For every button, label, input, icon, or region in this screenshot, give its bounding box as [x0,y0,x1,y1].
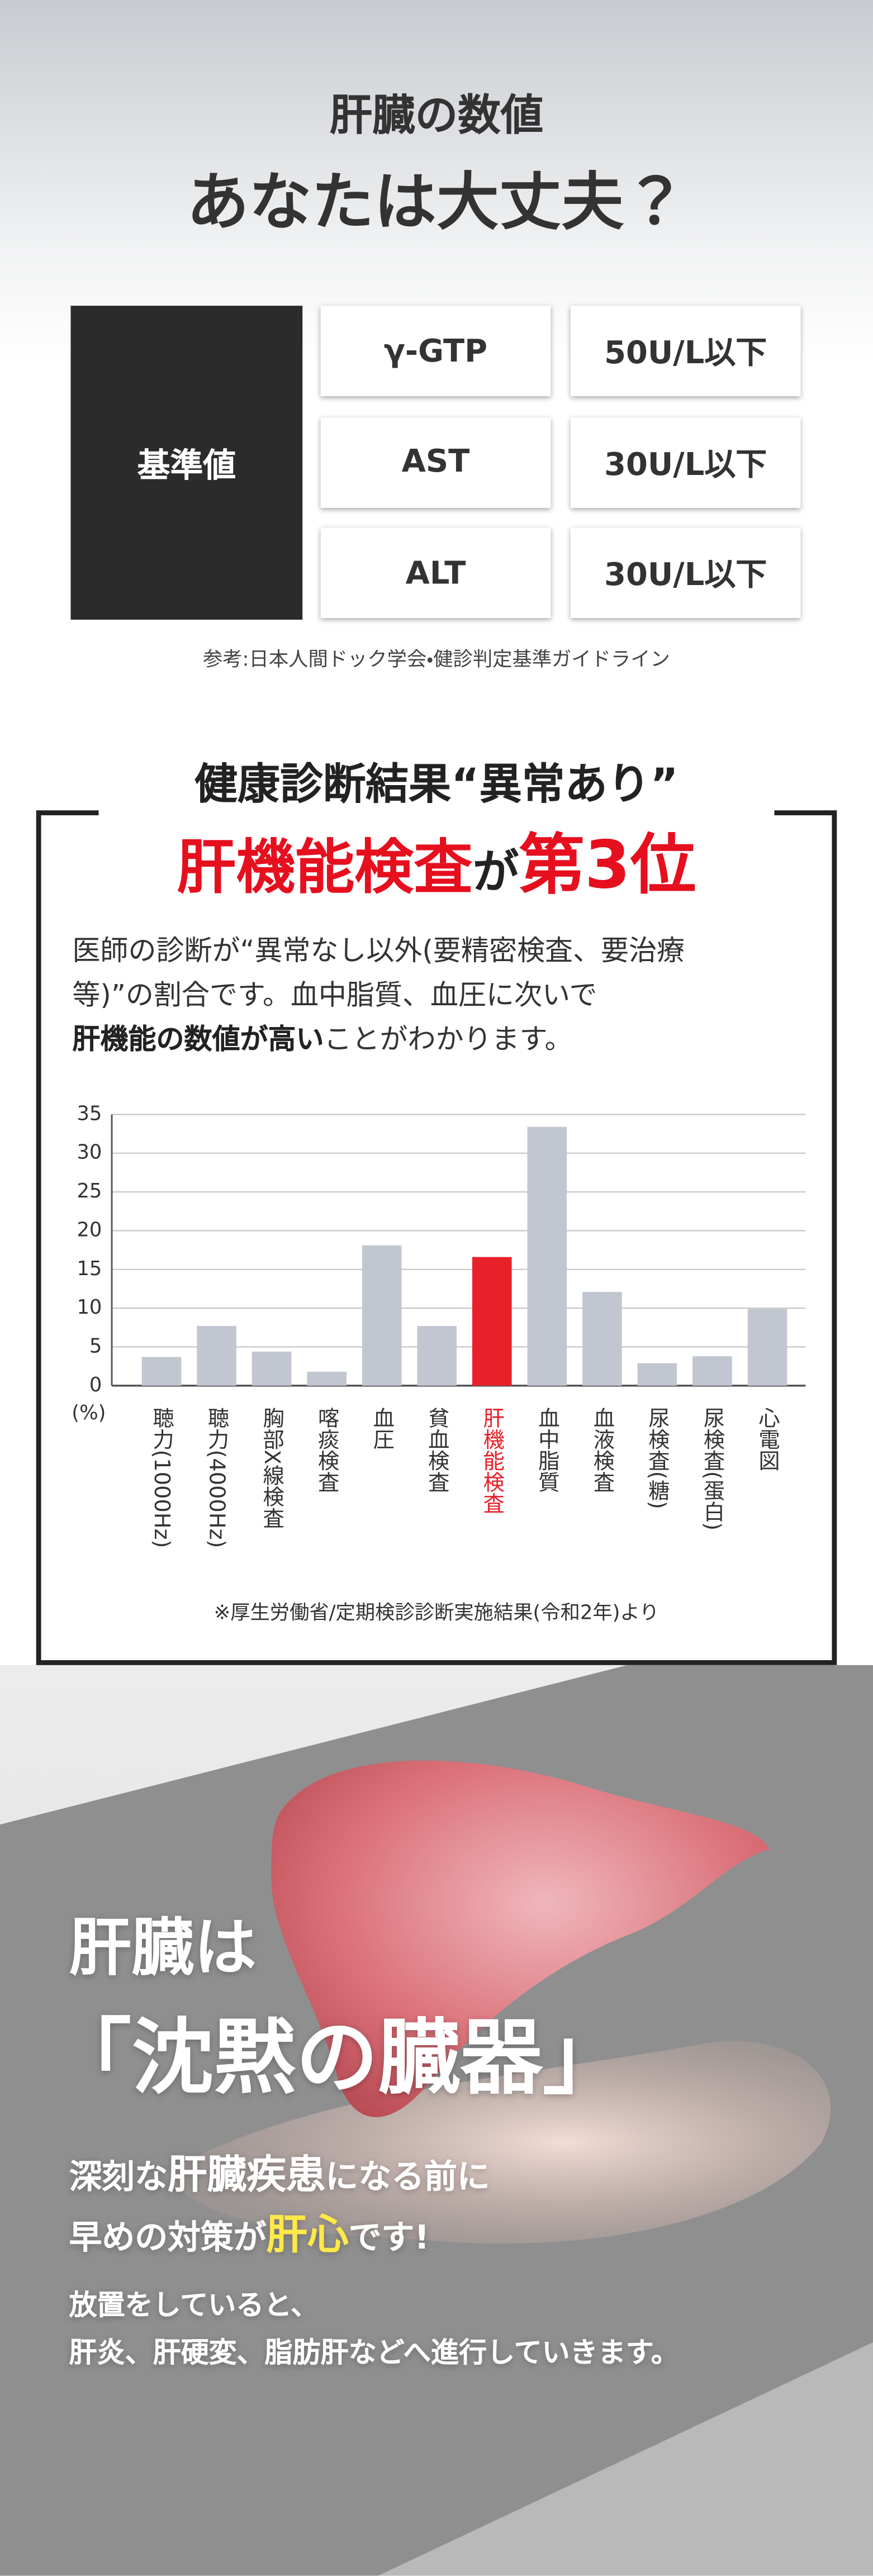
message-text: になる前に [325,2156,490,2196]
bar [472,1257,512,1386]
x-tick-label: 血中脂質 [535,1407,559,1493]
x-tick-label: 血圧 [369,1407,394,1449]
chart: 0 5 10 15 20 25 30 35 (%) 聴力(1000Hz) 聴力(4000Hz) 胸部X… [72,1102,806,1548]
closing-headline: 「沈黙の臓器」 [49,2010,625,2106]
bar [692,1356,732,1386]
y-tick-label: 35 [77,1102,102,1125]
hand [164,2041,831,2244]
x-tick-label: 尿検査(糖) [645,1407,670,1509]
standard-item: AST [320,416,551,507]
closing-background [0,1665,873,2576]
x-tick-label: 胸部X線検査 [259,1407,284,1528]
closing-body: 放置をしていると、肝炎、肝硬変、脂肪肝などへ進行していきます。 [69,2283,679,2379]
message-text: 深刻な [69,2156,168,2196]
x-tick-label: 聴力(4000Hz) [205,1407,229,1548]
bar [417,1325,457,1386]
x-tick-label: 肝機能検査 [480,1407,504,1514]
message-emphasis: 肝臓疾患 [168,2151,326,2198]
message-text: 早めの対策が [69,2217,267,2257]
bar [582,1291,622,1386]
y-tick-label: 20 [77,1218,102,1241]
bar [362,1245,402,1386]
standard-value: 30U/L以下 [570,416,801,507]
standards-note: 参考:日本人間ドック学会・健診判定基準ガイドライン [203,647,670,671]
ranking-heading: 健康診断結果“異常あり” [98,753,775,819]
y-tick-label: 25 [77,1180,102,1203]
y-tick-label: 10 [77,1296,102,1319]
ranking-result: 肝機能検査が第3位 [0,825,873,921]
closing-title: 肝臓は [69,1912,257,1984]
result-item: 肝機能検査 [177,835,473,902]
bg-wedge [378,2342,873,2576]
bar [252,1351,292,1386]
x-tick-label: 血液検査 [590,1407,614,1493]
header-title: 肝臓の数値 [329,92,544,141]
message-highlight: 肝心 [266,2211,349,2259]
x-tick-label: 聴力(1000Hz) [149,1407,174,1548]
y-tick-label: 15 [77,1257,102,1280]
y-tick-label: 5 [89,1334,102,1357]
bar [197,1325,236,1386]
bar [747,1309,787,1386]
body-line: 等)”の割合です。血中脂質、血圧に次いで [72,980,597,1013]
header-headline: あなたは大丈夫？ [186,166,687,239]
x-tick-label: 心電図 [755,1407,780,1471]
body-line: 肝炎、肝硬変、脂肪肝などへ進行していきます。 [69,2337,679,2370]
standard-value: 50U/L以下 [570,306,801,396]
liver [271,1760,770,2117]
result-particle: が [472,844,519,900]
body-line: 放置をしていると、 [69,2289,319,2323]
x-tick-label: 貧血検査 [425,1407,449,1493]
ranking-body: 医師の診断が“異常なし以外(要精密検査、要治療 等)”の割合です。血中脂質、血圧に… [72,930,828,1063]
standard-item: γ-GTP [320,306,551,396]
bar [527,1127,567,1386]
standard-item: ALT [320,527,551,619]
ranking-source: ※厚生労働省/定期検診診断実施結果(令和2年)より [213,1601,660,1624]
result-rank: 第3位 [519,828,696,904]
body-line: 医師の診断が“異常なし以外(要精密検査、要治療 [72,935,685,968]
x-tick-label: 喀痰検査 [315,1407,339,1493]
closing-message: 深刻な肝臓疾患になる前に 早めの対策が肝心です! [69,2145,490,2267]
y-tick-label: 0 [89,1373,102,1396]
y-tick-label: 30 [77,1141,102,1164]
y-unit: (%) [72,1401,106,1424]
bar [307,1371,347,1386]
body-emphasis: 肝機能の数値が高い [72,1024,324,1057]
x-tick-label: 尿検査(蛋白) [700,1407,724,1531]
standards-label: 基準値 [70,306,303,620]
body-tail: ことがわかります。 [324,1024,573,1057]
bar [637,1363,677,1386]
message-text: です! [348,2217,430,2257]
bar [141,1357,182,1386]
standard-value: 30U/L以下 [570,527,801,619]
